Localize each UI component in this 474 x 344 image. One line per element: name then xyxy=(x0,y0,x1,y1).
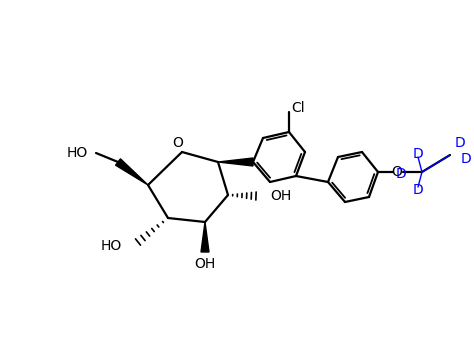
Text: HO: HO xyxy=(67,146,88,160)
Text: D: D xyxy=(395,167,406,181)
Text: OH: OH xyxy=(194,257,216,271)
Text: D: D xyxy=(461,152,471,166)
Text: OH: OH xyxy=(270,189,291,203)
Text: D: D xyxy=(413,147,423,161)
Text: D: D xyxy=(413,183,423,197)
Polygon shape xyxy=(201,222,209,252)
Polygon shape xyxy=(116,159,148,185)
Text: Cl: Cl xyxy=(291,101,305,115)
Text: HO: HO xyxy=(101,239,122,253)
Text: O: O xyxy=(392,165,402,179)
Text: O: O xyxy=(173,136,183,150)
Text: D: D xyxy=(455,136,465,150)
Polygon shape xyxy=(218,158,253,166)
